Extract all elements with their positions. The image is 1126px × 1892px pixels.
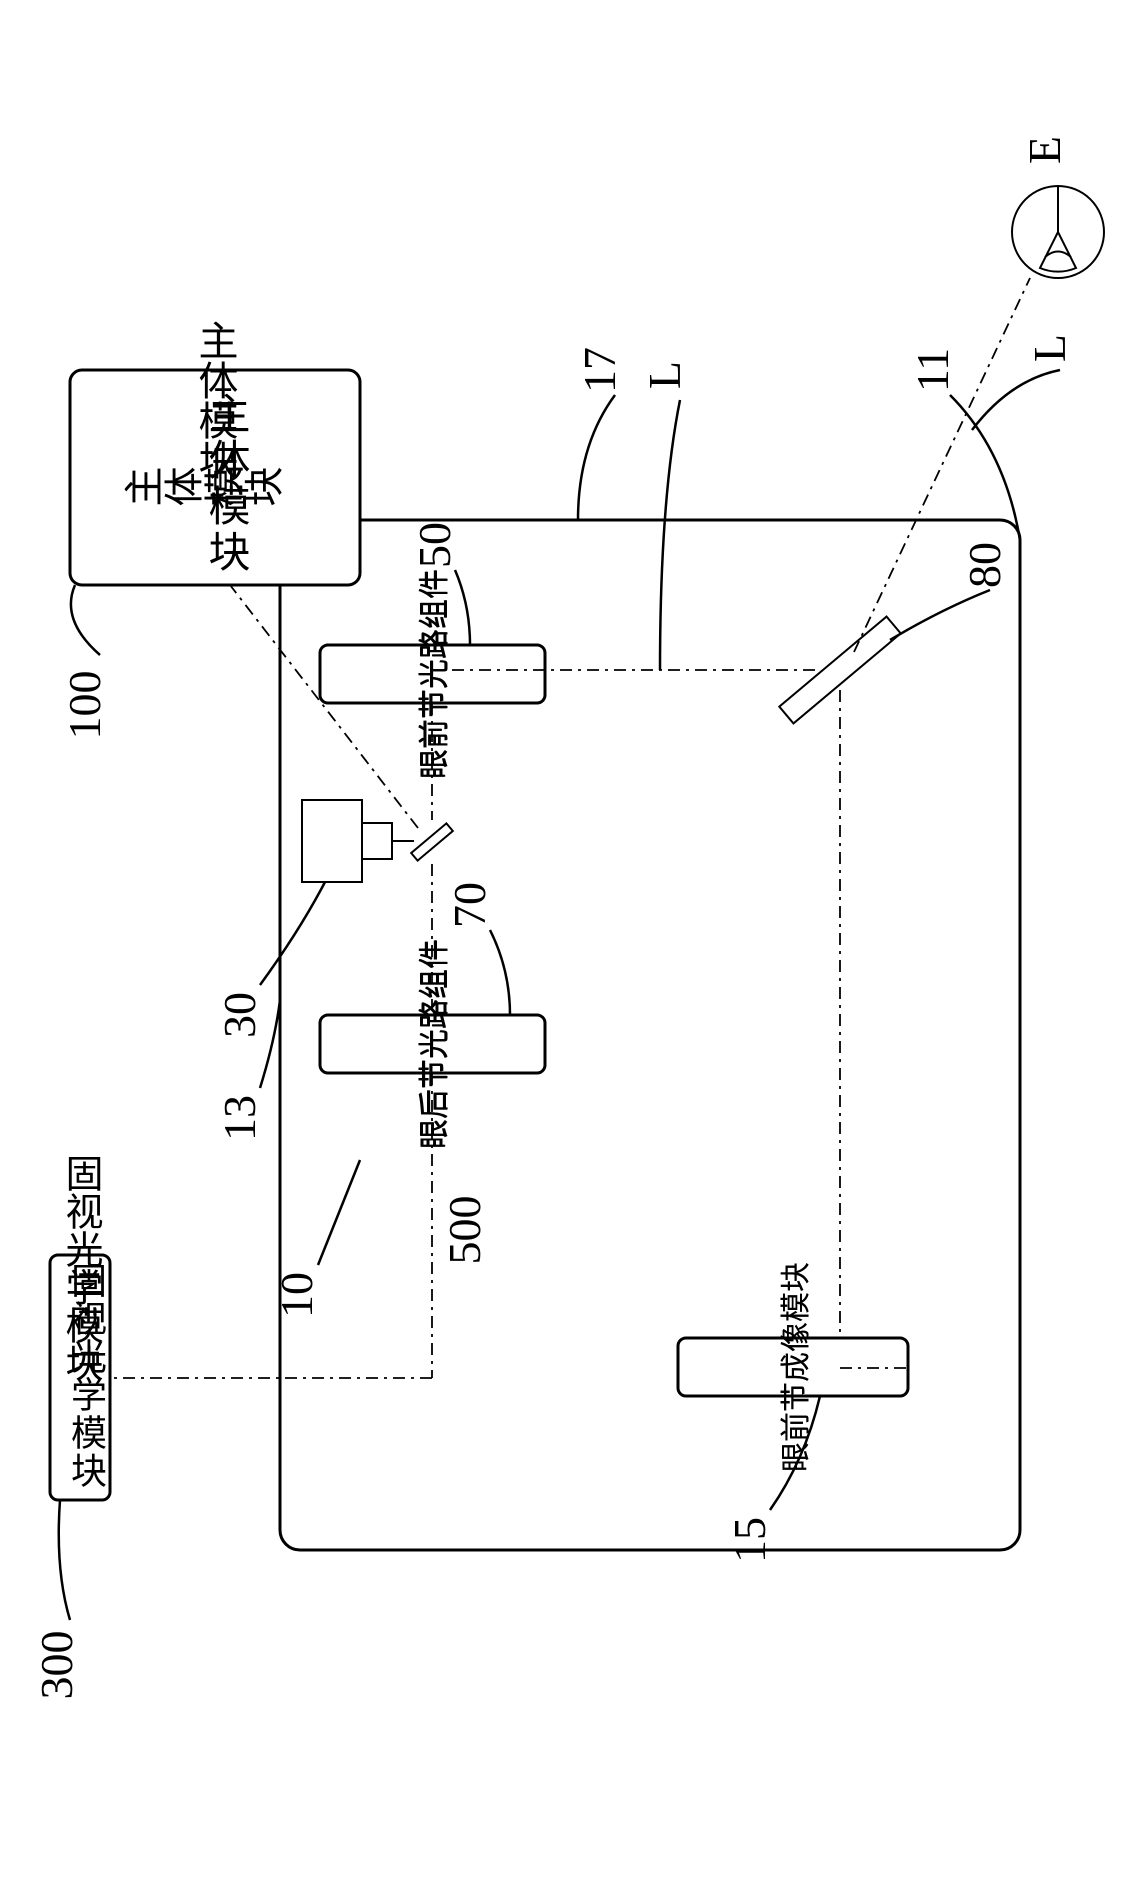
leader-300 [59,1500,70,1620]
leader-L-right [972,370,1060,430]
ref-500: 500 [439,1196,490,1265]
fixation-module-label: 固视光学模块 [59,1154,102,1382]
posterior-path-label: 眼后节光路组件 [418,939,451,1149]
ref-13: 13 [214,1095,265,1141]
main-module-label-g: 主体模块 [193,320,238,480]
ref-17: 17 [574,347,625,393]
ref-80: 80 [959,542,1010,588]
ref-100: 100 [59,671,110,740]
ref-30: 30 [214,992,265,1038]
anterior-imaging-label: 眼前节成像模块 [780,1262,813,1472]
ref-70: 70 [444,882,495,928]
eye-icon [1012,186,1104,278]
leader-11 [950,395,1020,540]
ref-L-right: L [1024,334,1075,362]
ref-15: 15 [724,1517,775,1563]
ref-11: 11 [907,348,958,392]
leader-17 [578,395,615,520]
anterior-path-label: 眼前节光路组件 [418,569,451,779]
leader-100 [71,585,100,655]
ref-10: 10 [271,1272,322,1318]
ref-E: E [1019,136,1070,164]
main-module-text: 主体模块 [193,320,238,480]
ref-50: 50 [409,522,460,568]
ref-L-top: L [639,361,690,389]
ref-300: 300 [31,1631,82,1700]
